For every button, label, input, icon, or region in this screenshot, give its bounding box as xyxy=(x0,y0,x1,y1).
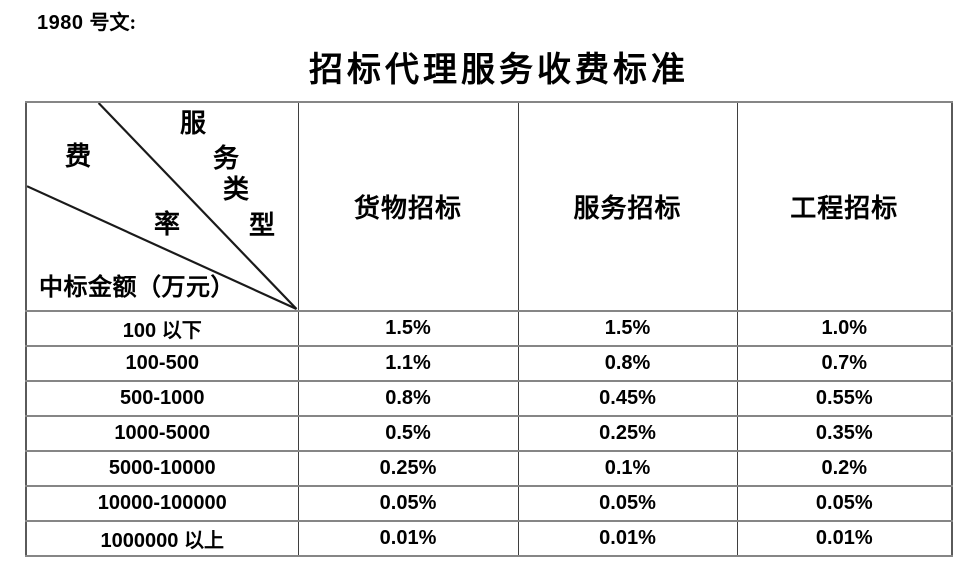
fee-rate-cell: 0.05% xyxy=(736,485,953,522)
amount-range-cell: 100 以下 xyxy=(25,310,299,347)
page-title: 招标代理服务收费标准 xyxy=(309,52,689,89)
fee-rate-cell: 0.2% xyxy=(736,450,953,487)
table-row: 5000-10000 0.25% 0.1% 0.2% xyxy=(25,450,953,487)
document-reference: 1980 号文: xyxy=(37,6,136,35)
row-axis-label: 中标金额（万元） xyxy=(39,275,235,301)
table-row: 500-1000 0.8% 0.45% 0.55% xyxy=(25,380,953,417)
fee-rate-cell: 0.35% xyxy=(736,415,953,452)
amount-range-cell: 100-500 xyxy=(25,345,299,382)
fee-rate-cell: 0.01% xyxy=(517,520,738,557)
fee-rate-cell: 0.8% xyxy=(517,345,738,382)
fee-rate-cell: 0.55% xyxy=(736,380,953,417)
amount-range-cell: 500-1000 xyxy=(25,380,299,417)
axis-label-service-type-char: 类 xyxy=(222,175,250,204)
fee-rate-cell: 0.01% xyxy=(297,520,519,557)
fee-rate-cell: 0.05% xyxy=(517,485,738,522)
fee-rate-cell: 0.1% xyxy=(517,450,738,487)
fee-rate-cell: 0.05% xyxy=(297,485,519,522)
fee-rate-cell: 0.5% xyxy=(297,415,519,452)
table-row: 10000-100000 0.05% 0.05% 0.05% xyxy=(25,485,953,522)
fee-rate-cell: 0.7% xyxy=(736,345,953,382)
axis-label-service-type-char: 服 xyxy=(179,109,207,138)
axis-label-service-type-char: 务 xyxy=(212,144,240,173)
amount-range-cell: 10000-100000 xyxy=(25,485,299,522)
axis-label-fee-rate-char: 率 xyxy=(153,210,181,239)
fee-rate-cell: 1.5% xyxy=(517,310,738,347)
column-header-service: 服务招标 xyxy=(517,101,738,312)
fee-rate-cell: 1.1% xyxy=(297,345,519,382)
document-reference-number: 1980 xyxy=(37,12,84,34)
column-header-engineering: 工程招标 xyxy=(736,101,953,312)
fee-rate-cell: 1.0% xyxy=(736,310,953,347)
diagonal-divider-lines xyxy=(27,104,297,309)
fee-rate-cell: 0.25% xyxy=(297,450,519,487)
fee-rate-cell: 0.8% xyxy=(297,380,519,417)
fee-rate-cell: 1.5% xyxy=(297,310,519,347)
header-row: 服 务 类 型 费 率 中标金额（万元） 货物招标 服务招标 工程招标 xyxy=(25,101,953,312)
document-reference-label: 号文: xyxy=(89,12,137,34)
amount-range-cell: 5000-10000 xyxy=(25,450,299,487)
amount-range-cell: 1000000 以上 xyxy=(25,520,299,557)
column-header-goods: 货物招标 xyxy=(297,101,519,312)
fee-rate-cell: 0.01% xyxy=(736,520,953,557)
fee-rate-cell: 0.45% xyxy=(517,380,738,417)
table-row: 1000000 以上 0.01% 0.01% 0.01% xyxy=(25,520,953,557)
fee-rate-cell: 0.25% xyxy=(517,415,738,452)
axis-label-service-type-char: 型 xyxy=(248,211,276,240)
table-row: 100-500 1.1% 0.8% 0.7% xyxy=(25,345,953,382)
table-row: 1000-5000 0.5% 0.25% 0.35% xyxy=(25,415,953,452)
diagonal-header-cell: 服 务 类 型 费 率 中标金额（万元） xyxy=(25,101,299,312)
amount-range-cell: 1000-5000 xyxy=(25,415,299,452)
fee-standard-table: 服 务 类 型 费 率 中标金额（万元） 货物招标 服务招标 工程招标 100 … xyxy=(25,101,953,557)
axis-label-fee-rate-char: 费 xyxy=(64,142,92,171)
table-row: 100 以下 1.5% 1.5% 1.0% xyxy=(25,310,953,347)
